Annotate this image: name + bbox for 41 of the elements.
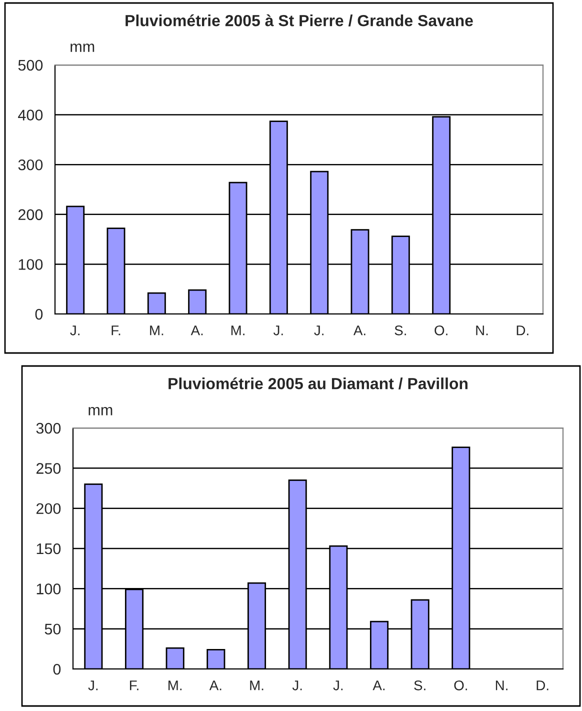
y-tick-label: 100 <box>18 259 43 270</box>
x-tick-label: M. <box>168 680 182 690</box>
y-axis-title: mm <box>88 406 112 416</box>
x-tick-label: J. <box>70 326 80 336</box>
x-tick-label: J. <box>314 326 324 336</box>
x-tick-label: D. <box>536 680 548 690</box>
y-tick-label: 50 <box>44 624 61 635</box>
x-tick-label: N. <box>496 680 508 690</box>
x-tick-label: M. <box>150 326 164 336</box>
x-tick-label: D. <box>516 326 528 336</box>
x-tick-label: A. <box>190 326 203 336</box>
y-tick-label: 0 <box>53 664 61 675</box>
x-tick-label: M. <box>231 326 244 336</box>
x-tick-label: A. <box>209 680 222 690</box>
x-tick-label: M. <box>250 680 264 690</box>
x-tick-label: O. <box>454 680 467 690</box>
y-tick-label: 100 <box>36 584 61 594</box>
y-tick-label: 300 <box>18 159 43 170</box>
x-tick-label: J. <box>88 680 98 690</box>
y-tick-label: 400 <box>18 110 43 120</box>
x-tick-label: J. <box>273 326 283 336</box>
x-tick-label: S. <box>394 325 406 336</box>
x-tick-label: A. <box>353 326 366 336</box>
y-tick-label: 300 <box>36 422 61 434</box>
x-tick-label: N. <box>476 326 488 336</box>
y-tick-label: 150 <box>36 543 61 554</box>
x-tick-label: F. <box>130 680 138 690</box>
chart-title: Pluviométrie 2005 à St Pierre / Grande Savane <box>126 14 473 26</box>
y-tick-label: 0 <box>35 308 43 320</box>
x-tick-label: O. <box>434 325 448 336</box>
y-tick-label: 500 <box>18 60 43 71</box>
x-tick-label: F. <box>112 326 120 336</box>
y-tick-label: 200 <box>18 209 43 220</box>
x-tick-label: A. <box>372 680 385 690</box>
x-tick-label: J. <box>333 680 343 690</box>
y-tick-label: 200 <box>36 503 61 514</box>
y-tick-label: 250 <box>36 463 61 474</box>
chart-title: Pluviométrie 2005 au Diamant / Pavillon <box>168 377 468 390</box>
x-tick-label: S. <box>414 680 426 690</box>
y-axis-title: mm <box>70 44 94 52</box>
x-tick-label: J. <box>292 680 302 690</box>
